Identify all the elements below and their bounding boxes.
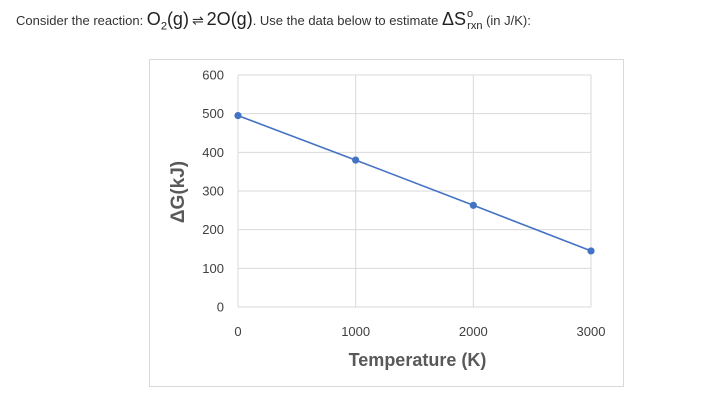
y-tick-label: 200	[202, 222, 224, 237]
x-axis-title: Temperature (K)	[349, 350, 487, 370]
data-point	[469, 201, 477, 209]
data-point	[234, 112, 242, 120]
question-middle: . Use the data below to estimate	[252, 13, 443, 28]
x-tick-label: 3000	[577, 324, 606, 339]
x-tick-label: 1000	[341, 324, 370, 339]
y-tick-label: 500	[202, 106, 224, 121]
x-tick-label: 2000	[459, 324, 488, 339]
question-text: Consider the reaction: O2(g) ⇌ 2O(g). Use …	[16, 6, 531, 40]
chart-frame	[149, 59, 624, 387]
y-tick-label: 300	[202, 184, 224, 199]
data-point	[587, 247, 595, 255]
reactant-formula: O2(g)	[146, 9, 189, 33]
x-tick-label: 0	[234, 324, 241, 339]
y-tick-label: 400	[202, 145, 224, 160]
question-suffix: (in J/K):	[482, 13, 531, 28]
delta-s-rxn-symbol: ΔSorxn	[442, 8, 483, 32]
product-formula: 2O(g)	[206, 9, 253, 29]
series-line	[237, 114, 592, 252]
y-tick-label: 100	[202, 261, 224, 276]
y-axis-title: ΔG(kJ)	[168, 161, 189, 223]
y-tick-label: 0	[217, 300, 224, 315]
y-tick-label: 600	[202, 68, 224, 83]
question-prefix: Consider the reaction:	[16, 13, 147, 28]
data-point	[352, 156, 360, 164]
equilibrium-arrow: ⇌	[191, 12, 204, 28]
